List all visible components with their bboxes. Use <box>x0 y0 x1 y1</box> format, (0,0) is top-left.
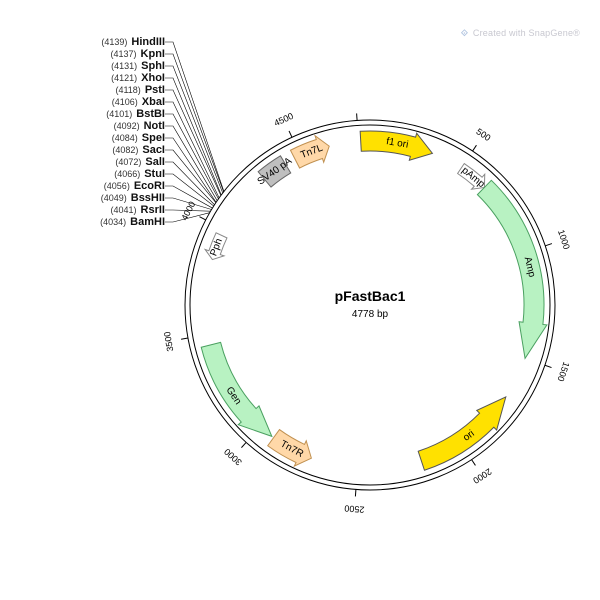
enzyme-name: BamHI <box>130 216 165 228</box>
enzyme-label: (4034) BamHI <box>100 216 165 228</box>
enzyme-leader <box>165 54 224 192</box>
plasmid-name: pFastBac1 <box>335 288 406 304</box>
enzyme-label: (4066) StuI <box>114 168 165 180</box>
enzyme-pos: (4101) <box>106 109 132 119</box>
enzyme-pos: (4092) <box>114 121 140 131</box>
tick <box>545 244 552 246</box>
enzyme-pos: (4041) <box>111 205 137 215</box>
enzyme-label: (4101) BstBI <box>106 108 165 120</box>
tick <box>472 460 476 466</box>
enzyme-pos: (4118) <box>115 85 140 95</box>
enzyme-name: EcoRI <box>134 180 165 192</box>
enzyme-pos: (4056) <box>104 181 130 191</box>
enzyme-name: BstBI <box>136 108 165 120</box>
watermark-text: Created with SnapGene® <box>473 28 580 38</box>
feature-label-pph: Pph <box>208 237 225 258</box>
plasmid-map: 50010001500200025003000350040004500f1 or… <box>0 0 600 600</box>
tick <box>181 338 188 339</box>
enzyme-label: (4041) RsrII <box>111 204 165 216</box>
tick-label: 2500 <box>344 503 365 514</box>
enzyme-label: (4118) PstI <box>115 84 165 96</box>
enzyme-name: SphI <box>141 60 165 72</box>
enzyme-name: XhoI <box>141 72 165 84</box>
plasmid-size: 4778 bp <box>352 309 389 320</box>
enzyme-name: StuI <box>144 168 165 180</box>
backbone-outer <box>185 120 555 490</box>
enzyme-label: (4106) XbaI <box>112 96 165 108</box>
enzyme-pos: (4084) <box>112 133 138 143</box>
enzyme-leader <box>165 126 217 201</box>
tick <box>355 489 356 496</box>
enzyme-name: RsrII <box>141 204 165 216</box>
enzyme-label: (4092) NotI <box>114 120 165 132</box>
enzyme-label: (4137) KpnI <box>111 48 165 60</box>
enzyme-pos: (4072) <box>115 157 141 167</box>
enzyme-pos: (4082) <box>112 145 138 155</box>
tick-label: 500 <box>474 126 492 143</box>
enzyme-label: (4131) SphI <box>111 60 165 72</box>
tick-label: 3000 <box>222 447 244 468</box>
snapgene-logo-icon: ⟐ <box>461 28 468 38</box>
enzyme-name: NotI <box>144 120 165 132</box>
enzyme-pos: (4139) <box>101 37 127 47</box>
enzyme-label: (4056) EcoRI <box>104 180 165 192</box>
enzyme-label: (4121) XhoI <box>111 72 165 84</box>
enzyme-name: SalI <box>145 156 165 168</box>
enzyme-name: SpeI <box>142 132 165 144</box>
enzyme-label: (4082) SacI <box>112 144 165 156</box>
tick-label: 3500 <box>162 331 175 352</box>
tick-label: 1500 <box>555 361 571 383</box>
enzyme-label: (4072) SalI <box>115 156 165 168</box>
enzyme-pos: (4034) <box>100 217 126 227</box>
enzyme-label: (4084) SpeI <box>112 132 165 144</box>
enzyme-pos: (4131) <box>111 61 137 71</box>
watermark: ⟐ Created with SnapGene® <box>461 28 580 39</box>
tick <box>241 442 246 447</box>
enzyme-leader <box>165 150 216 203</box>
enzyme-name: PstI <box>145 84 165 96</box>
enzyme-label: (4139) HindIII <box>101 36 165 48</box>
enzyme-pos: (4049) <box>101 193 127 203</box>
enzyme-leader <box>165 66 223 193</box>
enzyme-pos: (4121) <box>111 73 137 83</box>
tick <box>200 217 206 220</box>
enzyme-name: KpnI <box>141 48 165 60</box>
tick-label: 2000 <box>471 466 493 485</box>
enzyme-pos: (4066) <box>114 169 140 179</box>
enzyme-pos: (4137) <box>111 49 137 59</box>
enzyme-name: HindIII <box>131 36 165 48</box>
enzyme-label: (4049) BssHII <box>101 192 165 204</box>
enzyme-name: BssHII <box>131 192 165 204</box>
backbone-inner <box>190 125 550 485</box>
enzyme-name: SacI <box>142 144 165 156</box>
enzyme-leader <box>165 138 216 202</box>
tick <box>473 145 477 151</box>
tick-label: 1000 <box>556 228 572 250</box>
tick <box>545 365 552 367</box>
enzyme-pos: (4106) <box>112 97 138 107</box>
enzyme-name: XbaI <box>142 96 165 108</box>
tick <box>289 131 292 137</box>
tick-label: 4500 <box>273 111 295 129</box>
